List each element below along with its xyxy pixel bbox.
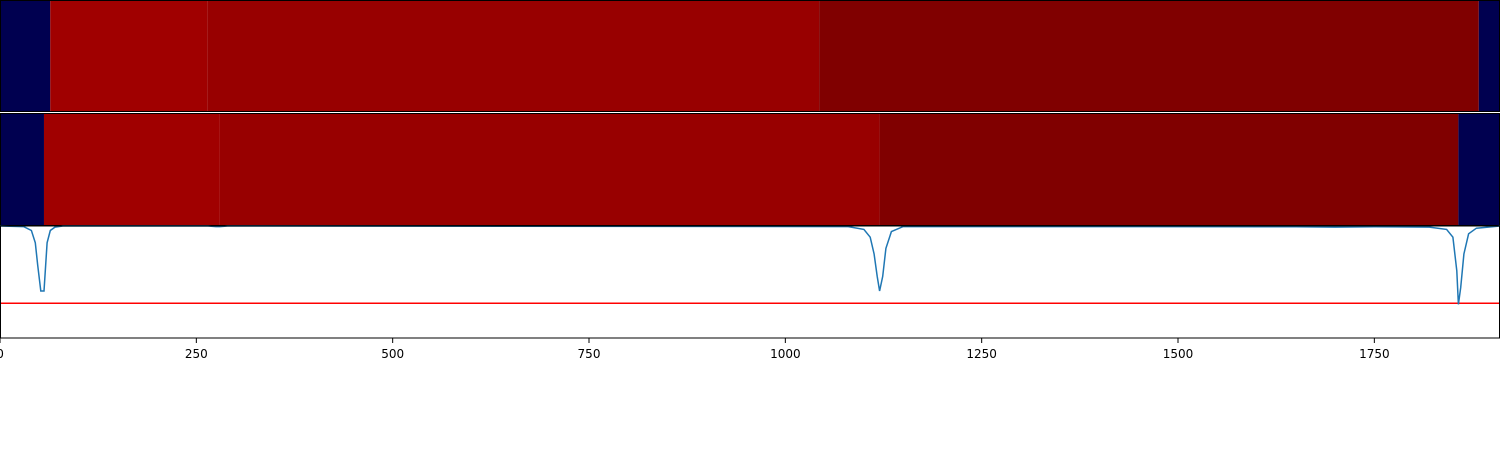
x-tick-label: 1750 — [1359, 347, 1390, 361]
heatmap-track-bottom — [0, 113, 1500, 226]
track-1-segment-5 — [1478, 0, 1500, 112]
x-tick-label: 1250 — [966, 347, 997, 361]
track-1-segment-3 — [207, 0, 820, 112]
x-tick-label: 1000 — [770, 347, 801, 361]
track-2-segment-2 — [43, 113, 220, 226]
heatmap-track-top — [0, 0, 1500, 112]
track-2-segment-3 — [219, 113, 880, 226]
track-1-segment-1 — [0, 0, 51, 112]
track-1-segment-4 — [819, 0, 1479, 112]
track-2-segment-5 — [1458, 113, 1500, 226]
signal-line — [0, 225, 1500, 305]
x-tick-label: 750 — [578, 347, 601, 361]
x-axis: 0 250 500 750 1000 1250 1500 1750 — [0, 338, 1390, 361]
x-tick-label: 500 — [381, 347, 404, 361]
track-1-segment-2 — [50, 0, 208, 112]
track-2-segment-1 — [0, 113, 44, 226]
line-panel-background — [0, 226, 1500, 338]
track-2-segment-4 — [879, 113, 1459, 226]
x-tick-label: 250 — [185, 347, 208, 361]
line-panel — [0, 225, 1500, 339]
x-tick-label: 1500 — [1163, 347, 1194, 361]
x-tick-label: 0 — [0, 347, 4, 361]
